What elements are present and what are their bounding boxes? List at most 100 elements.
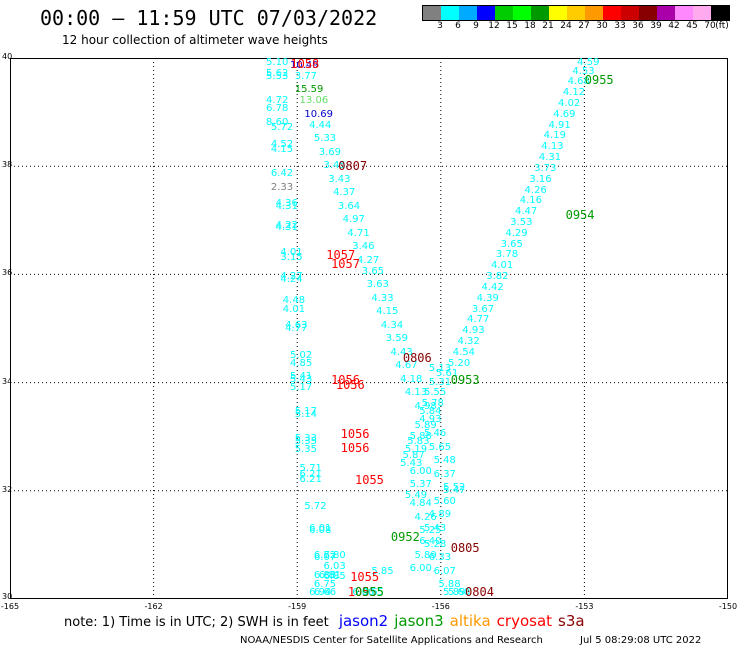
latitude-tick-label: 38 [2,160,13,170]
wave-height-label: 5.72 [304,501,327,513]
wave-height-label: 6.07 [433,565,456,577]
wave-height-label: 4.43 [390,346,413,358]
wave-height-label: 3.63 [366,279,389,291]
legend-tick: 27 [578,21,590,31]
wave-height-label: 5.87 [402,449,425,461]
wave-height-label: 4.84 [409,498,432,510]
wave-height-label: 5.68 [447,587,471,598]
wave-height-label: 5.13 [428,363,452,375]
wave-height-label: 6.88 [313,570,337,582]
legend-swatch [423,6,441,20]
wave-height-label: 5.62 [266,68,289,80]
wave-height-label: 4.15 [270,143,294,155]
pass-time-label: 1057 [326,248,356,263]
wave-height-label: 4.02 [558,97,581,109]
wave-height-label: 5.89 [443,587,466,598]
wave-height-label: 5.72 [270,122,294,134]
wave-height-label: 6.42 [270,168,294,180]
wave-height-label: 6.03 [323,560,346,572]
wave-height-label: 4.19 [543,130,566,142]
legend-tick: 42 [668,21,680,31]
footer-note: note: 1) Time is in UTC; 2) SWH is in fe… [64,612,585,630]
wave-height-label: 5.43 [400,457,423,469]
wave-height-label: 3.53 [510,217,533,228]
wave-height-label: 5.89 [414,419,437,431]
pass-time-label: 0806 [402,351,432,366]
wave-height-label: 5.14 [294,409,318,421]
wave-height-label: 4.63 [285,319,308,331]
wave-height-label: 4.27 [280,271,303,283]
wave-height-label: 4.26 [414,511,437,523]
pass-time-label: 1057 [331,256,360,271]
wave-height-label: 5.83 [407,436,430,448]
wave-height-label: 4.31 [538,152,562,164]
pass-time-label: 0954 [565,207,595,222]
wave-height-label: 5.02 [289,349,313,361]
wave-height-label: 3.16 [529,173,552,185]
wave-height-label: 6.37 [433,468,456,480]
wave-height-label: 4.67 [395,360,418,372]
wave-height-label: 3.65 [500,238,523,250]
wave-height-label: 4.01 [491,260,514,272]
wave-height-label: 4.39 [476,292,499,304]
legend-tick: 30 [596,21,608,31]
pass-time-label: 1058 [290,57,320,71]
wave-height-label: 5.47 [443,484,466,496]
wave-height-label: 4.91 [548,119,571,131]
wave-height-label: 6.33 [428,552,452,564]
satellite-jason2: jason2 [338,612,389,630]
legend-swatch [693,6,711,20]
wave-height-label: 4.52 [270,138,294,150]
pass-time-label: 1055 [347,585,377,599]
wave-height-label: 4.13 [541,141,564,153]
wave-height-label: 4.16 [519,195,542,207]
wave-height-label: 3.67 [471,303,495,315]
wave-height-label: 4.31 [275,222,298,234]
wave-height-label: 5.55 [424,387,447,399]
legend-tick: 24 [560,21,572,31]
wave-height-label: 6.21 [299,473,322,485]
satellite-jason3: jason3 [394,612,444,630]
wave-height-label: 4.13 [404,387,428,399]
pass-time-label: 1056 [335,378,365,393]
legend-swatch [711,6,729,20]
wave-height-label: 6.66 [313,587,337,598]
longitude-tick-label: -156 [431,602,450,611]
wave-height-label: 4.26 [524,184,547,196]
note-text: note: 1) Time is in UTC; 2) SWH is in fe… [64,615,329,630]
wave-height-label: 5.85 [371,565,394,577]
latitude-tick-label: 40 [2,52,13,61]
legend-tick: 21 [542,21,554,31]
pass-time-label: 1055 [355,472,384,487]
wave-height-label: 4.97 [342,214,365,226]
legend-tick: 45 [686,21,698,31]
pass-time-label: 0805 [450,540,480,555]
wave-height-label: 5.19 [404,444,428,456]
wave-height-label: 5.78 [421,398,444,410]
wave-height-label: 4.72 [266,95,289,107]
wave-height-label: 5.10 [266,57,289,69]
pass-time-label: 0807 [338,159,368,174]
wave-height-label: 3.43 [328,173,351,185]
wave-height-label: 4.31 [275,200,298,212]
wave-height-label: 3.77 [294,70,318,82]
wave-height-label: 4.69 [553,108,576,120]
legend-swatch [531,6,549,20]
wave-height-label: 4.47 [514,206,538,218]
wave-height-label: 4.12 [562,87,586,99]
wave-height-label: 4.93 [419,414,442,426]
legend-swatch [477,6,495,20]
wave-height-label: 5.17 [294,406,318,418]
wave-height-label: 4.22 [275,219,298,231]
wave-height-label: 4.24 [280,273,303,285]
legend-swatch [657,6,675,20]
wave-height-label: 6.00 [409,563,432,575]
pass-time-label: 1056 [340,426,370,441]
wave-height-label: 4.27 [357,254,380,266]
wave-height-label: 8.60 [266,116,289,128]
timestamp-text: Jul 5 08:29:08 UTC 2022 [580,635,702,646]
wave-height-label: 6.01 [309,522,332,534]
wave-height-label: 5.35 [294,436,318,448]
wave-height-label: 6.40 [419,536,442,548]
wave-height-label: 5.61 [435,368,459,380]
